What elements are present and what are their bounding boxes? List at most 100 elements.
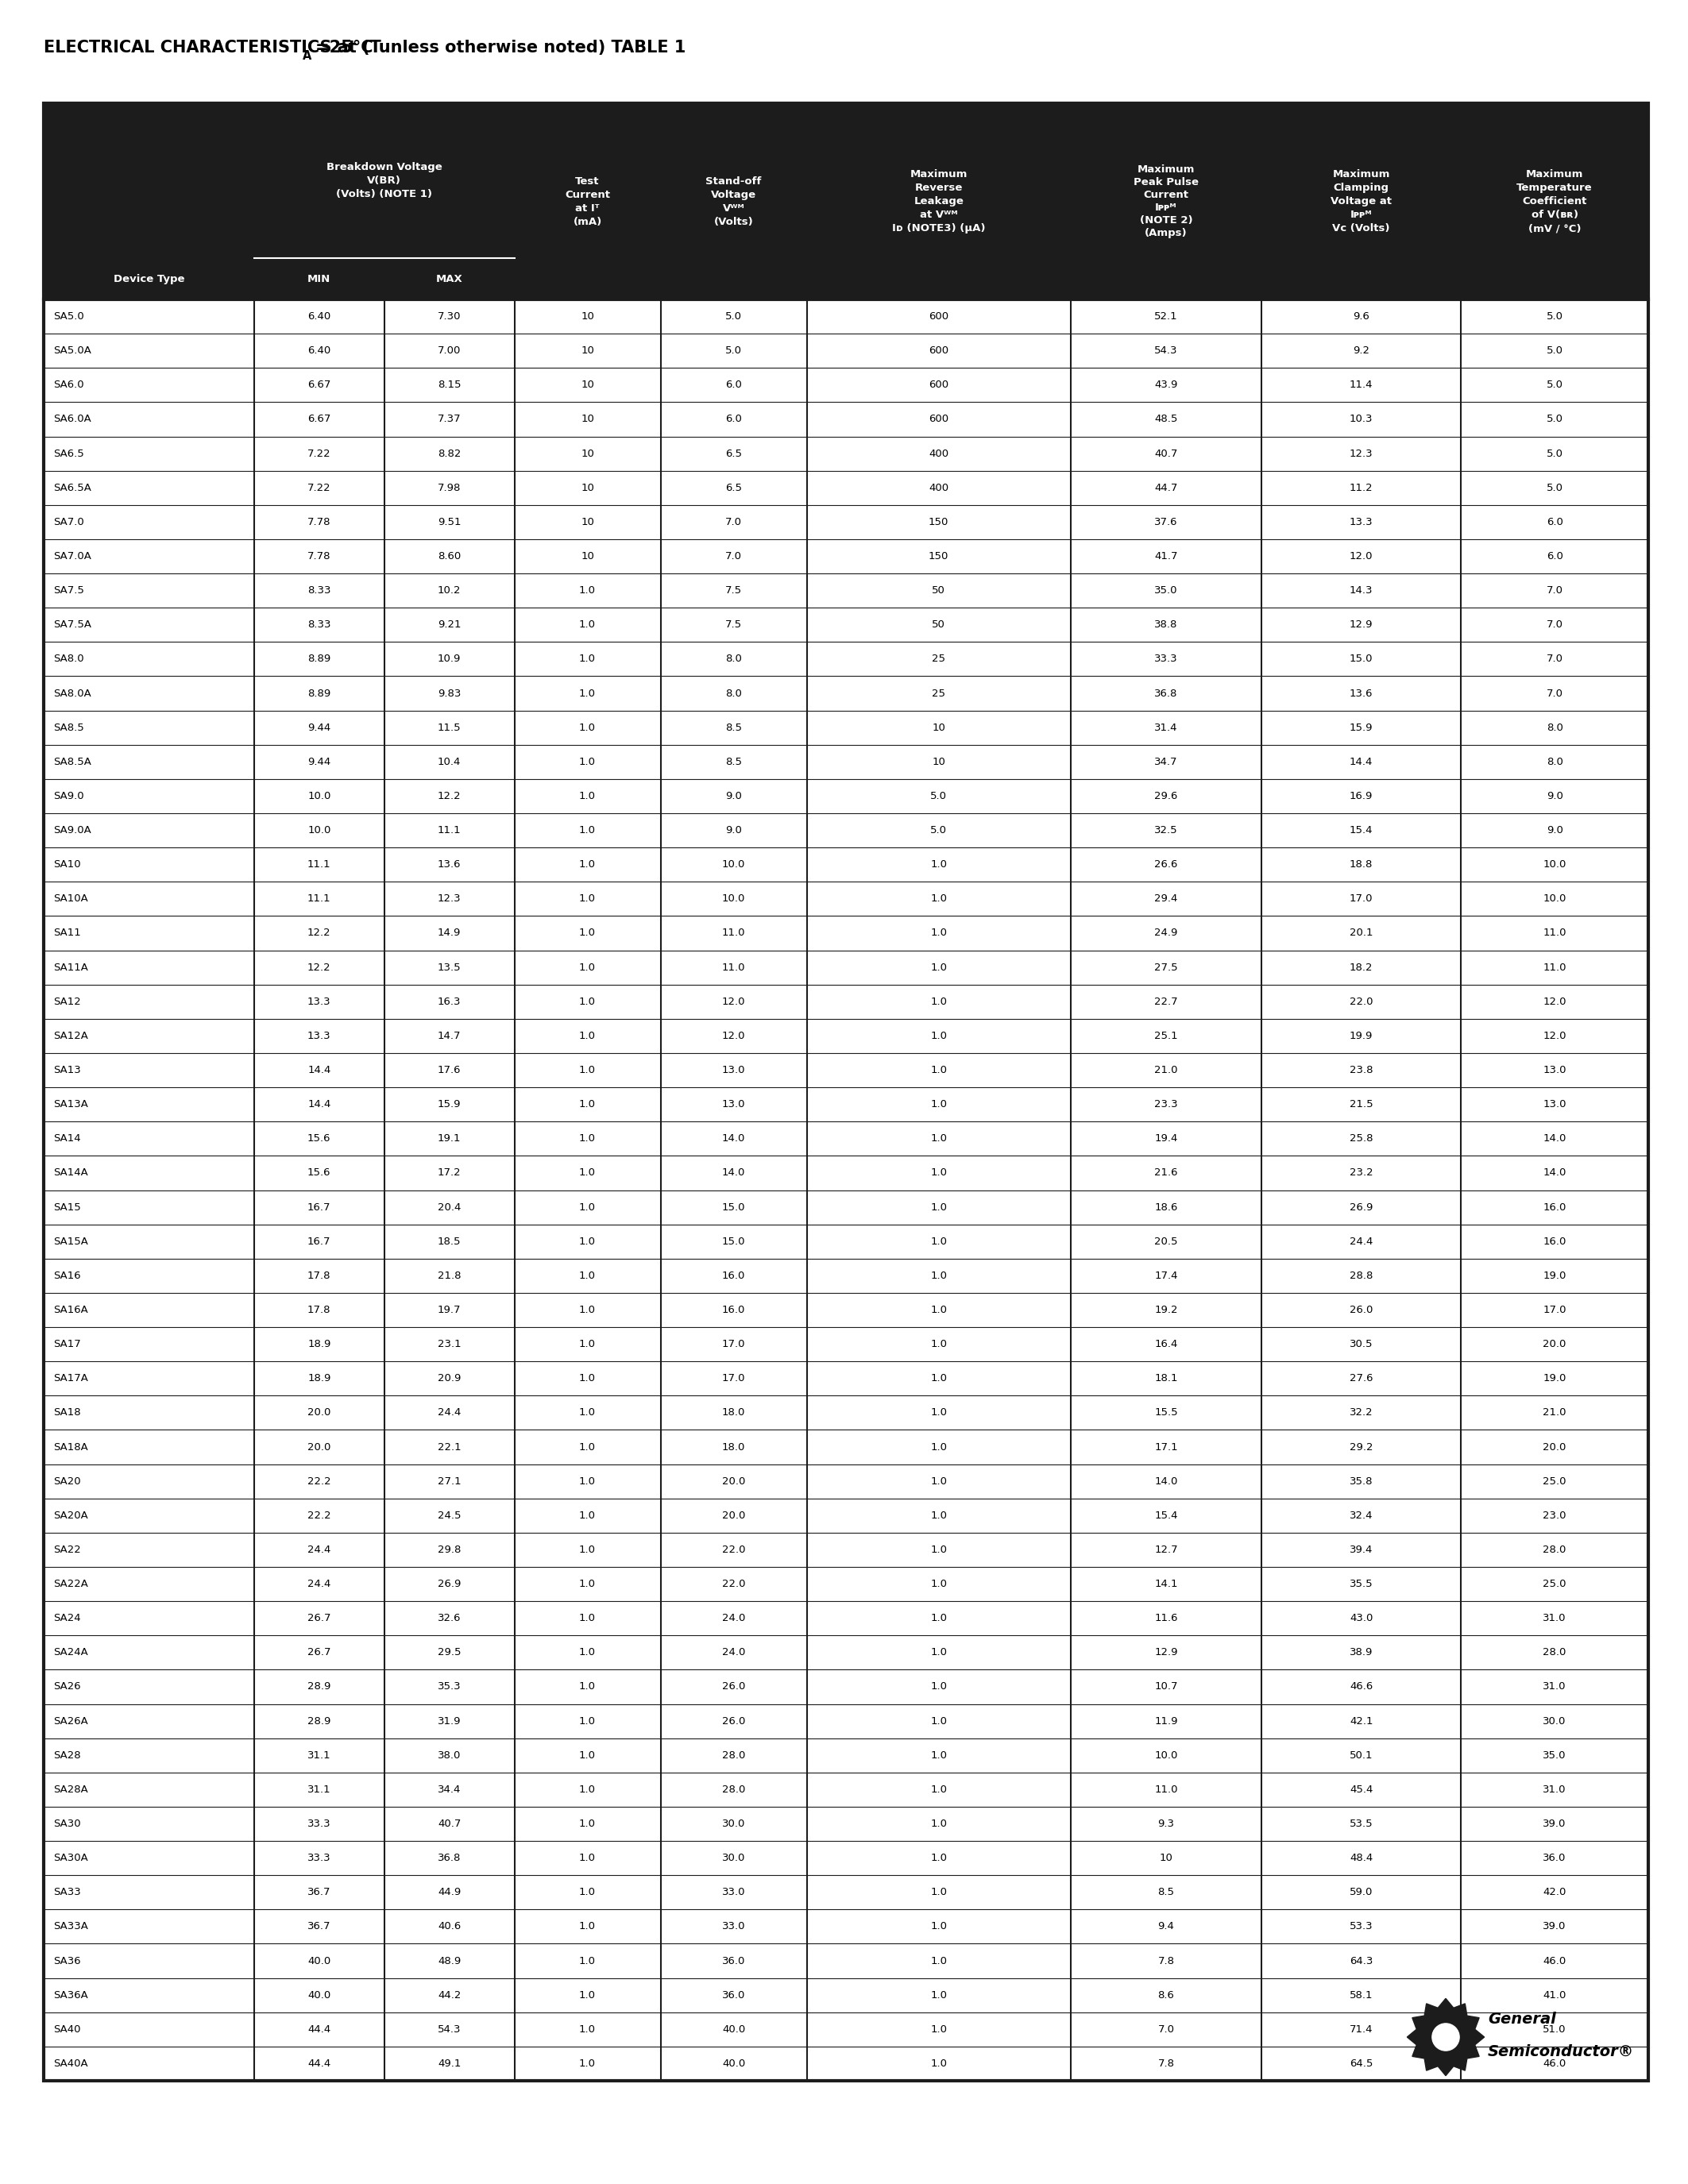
Text: 19.0: 19.0 — [1543, 1374, 1566, 1385]
Text: SA8.0A: SA8.0A — [54, 688, 91, 699]
Text: 10.0: 10.0 — [1543, 860, 1566, 869]
Text: 43.9: 43.9 — [1155, 380, 1178, 391]
Text: 15.4: 15.4 — [1349, 826, 1372, 836]
Text: 1.0: 1.0 — [579, 585, 596, 596]
Text: 15.0: 15.0 — [722, 1201, 746, 1212]
Text: SA5.0: SA5.0 — [54, 312, 84, 321]
Text: 7.8: 7.8 — [1158, 2060, 1175, 2068]
Text: 16.4: 16.4 — [1155, 1339, 1178, 1350]
Text: SA8.0: SA8.0 — [54, 653, 84, 664]
Text: 1.0: 1.0 — [579, 1099, 596, 1109]
Text: 19.7: 19.7 — [437, 1304, 461, 1315]
Text: 12.0: 12.0 — [1543, 996, 1566, 1007]
Text: 12.0: 12.0 — [722, 996, 746, 1007]
Text: SA6.5A: SA6.5A — [54, 483, 91, 494]
Text: 1.0: 1.0 — [930, 1784, 947, 1795]
Text: SA28A: SA28A — [54, 1784, 88, 1795]
Text: 29.8: 29.8 — [437, 1544, 461, 1555]
Text: 1.0: 1.0 — [579, 1304, 596, 1315]
Text: 12.3: 12.3 — [437, 893, 461, 904]
Text: 9.6: 9.6 — [1354, 312, 1369, 321]
Text: 24.0: 24.0 — [722, 1614, 746, 1623]
Text: SA7.5A: SA7.5A — [54, 620, 91, 629]
Text: 26.9: 26.9 — [437, 1579, 461, 1590]
Text: 11.9: 11.9 — [1155, 1717, 1178, 1725]
Text: 1.0: 1.0 — [579, 963, 596, 972]
Text: 10.0: 10.0 — [1543, 893, 1566, 904]
Text: 10.0: 10.0 — [1155, 1749, 1178, 1760]
Text: 1.0: 1.0 — [930, 1133, 947, 1144]
Text: 20.0: 20.0 — [1543, 1339, 1566, 1350]
Text: 18.0: 18.0 — [722, 1409, 746, 1417]
Text: 6.5: 6.5 — [726, 448, 743, 459]
Text: 21.8: 21.8 — [437, 1271, 461, 1280]
Text: 8.0: 8.0 — [726, 688, 743, 699]
Text: 38.0: 38.0 — [437, 1749, 461, 1760]
Text: 40.6: 40.6 — [437, 1922, 461, 1933]
Text: SA20A: SA20A — [54, 1511, 88, 1520]
Text: 19.4: 19.4 — [1155, 1133, 1178, 1144]
Text: 8.5: 8.5 — [1158, 1887, 1175, 1898]
Text: 15.6: 15.6 — [307, 1168, 331, 1177]
Text: 600: 600 — [928, 380, 949, 391]
Text: 400: 400 — [928, 483, 949, 494]
Text: 10: 10 — [581, 380, 594, 391]
Text: 64.3: 64.3 — [1350, 1955, 1372, 1966]
Text: 30.5: 30.5 — [1349, 1339, 1372, 1350]
Text: 1.0: 1.0 — [579, 1339, 596, 1350]
Text: 1.0: 1.0 — [930, 1441, 947, 1452]
Text: 19.0: 19.0 — [1543, 1271, 1566, 1280]
Text: 17.6: 17.6 — [437, 1066, 461, 1075]
Text: 28.9: 28.9 — [307, 1682, 331, 1693]
Text: 10.0: 10.0 — [722, 860, 746, 869]
Text: 15.5: 15.5 — [1155, 1409, 1178, 1417]
Text: 33.3: 33.3 — [307, 1819, 331, 1828]
Text: 1.0: 1.0 — [579, 723, 596, 734]
Text: 10: 10 — [581, 415, 594, 424]
Text: MIN: MIN — [307, 273, 331, 284]
Text: 9.3: 9.3 — [1158, 1819, 1175, 1828]
Text: 8.15: 8.15 — [437, 380, 461, 391]
Text: 22.7: 22.7 — [1155, 996, 1178, 1007]
Text: SA11A: SA11A — [54, 963, 88, 972]
Text: 39.4: 39.4 — [1350, 1544, 1372, 1555]
Text: 1.0: 1.0 — [930, 1511, 947, 1520]
Text: 31.0: 31.0 — [1543, 1682, 1566, 1693]
Text: 42.0: 42.0 — [1543, 1887, 1566, 1898]
Text: SA15A: SA15A — [54, 1236, 88, 1247]
Text: 6.0: 6.0 — [726, 380, 743, 391]
Text: 32.2: 32.2 — [1349, 1409, 1372, 1417]
Text: 7.0: 7.0 — [1546, 620, 1563, 629]
Text: 1.0: 1.0 — [930, 1819, 947, 1828]
Text: 1.0: 1.0 — [579, 1990, 596, 2001]
Text: 11.1: 11.1 — [437, 826, 461, 836]
Text: 7.0: 7.0 — [726, 518, 743, 526]
Text: 48.9: 48.9 — [437, 1955, 461, 1966]
Text: 10.4: 10.4 — [437, 756, 461, 767]
Text: 1.0: 1.0 — [930, 1717, 947, 1725]
Text: 23.2: 23.2 — [1349, 1168, 1372, 1177]
Text: 17.0: 17.0 — [1543, 1304, 1566, 1315]
Text: 1.0: 1.0 — [930, 1852, 947, 1863]
Text: 1.0: 1.0 — [579, 653, 596, 664]
Text: 1.0: 1.0 — [930, 996, 947, 1007]
Text: 49.1: 49.1 — [437, 2060, 461, 2068]
Text: 44.9: 44.9 — [437, 1887, 461, 1898]
Text: 16.0: 16.0 — [722, 1271, 746, 1280]
Text: 19.1: 19.1 — [437, 1133, 461, 1144]
Text: 1.0: 1.0 — [579, 1579, 596, 1590]
Text: SA15: SA15 — [54, 1201, 81, 1212]
Text: 1.0: 1.0 — [579, 1784, 596, 1795]
Text: 28.0: 28.0 — [722, 1784, 746, 1795]
Text: 20.1: 20.1 — [1349, 928, 1372, 939]
Text: 33.0: 33.0 — [722, 1922, 746, 1933]
Text: 32.5: 32.5 — [1155, 826, 1178, 836]
Text: 44.7: 44.7 — [1155, 483, 1178, 494]
Text: 1.0: 1.0 — [930, 1749, 947, 1760]
Text: 10.2: 10.2 — [437, 585, 461, 596]
Text: 71.4: 71.4 — [1349, 2025, 1372, 2035]
Text: 7.5: 7.5 — [726, 585, 743, 596]
Text: 11.1: 11.1 — [307, 860, 331, 869]
Text: 1.0: 1.0 — [579, 928, 596, 939]
Text: 45.4: 45.4 — [1350, 1784, 1372, 1795]
